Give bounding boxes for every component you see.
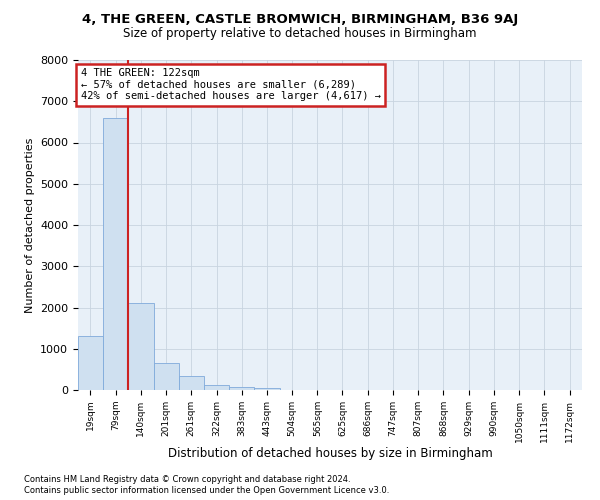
Bar — [179, 376, 204, 390]
Bar — [229, 387, 254, 390]
Bar — [103, 118, 128, 390]
Bar — [204, 384, 229, 390]
Y-axis label: Number of detached properties: Number of detached properties — [25, 138, 35, 312]
Text: Size of property relative to detached houses in Birmingham: Size of property relative to detached ho… — [123, 28, 477, 40]
X-axis label: Distribution of detached houses by size in Birmingham: Distribution of detached houses by size … — [167, 448, 493, 460]
Text: 4 THE GREEN: 122sqm
← 57% of detached houses are smaller (6,289)
42% of semi-det: 4 THE GREEN: 122sqm ← 57% of detached ho… — [80, 68, 380, 102]
Bar — [78, 336, 103, 390]
Text: 4, THE GREEN, CASTLE BROMWICH, BIRMINGHAM, B36 9AJ: 4, THE GREEN, CASTLE BROMWICH, BIRMINGHA… — [82, 12, 518, 26]
Text: Contains public sector information licensed under the Open Government Licence v3: Contains public sector information licen… — [24, 486, 389, 495]
Text: Contains HM Land Registry data © Crown copyright and database right 2024.: Contains HM Land Registry data © Crown c… — [24, 475, 350, 484]
Bar — [154, 363, 179, 390]
Bar — [254, 388, 280, 390]
Bar — [128, 304, 154, 390]
